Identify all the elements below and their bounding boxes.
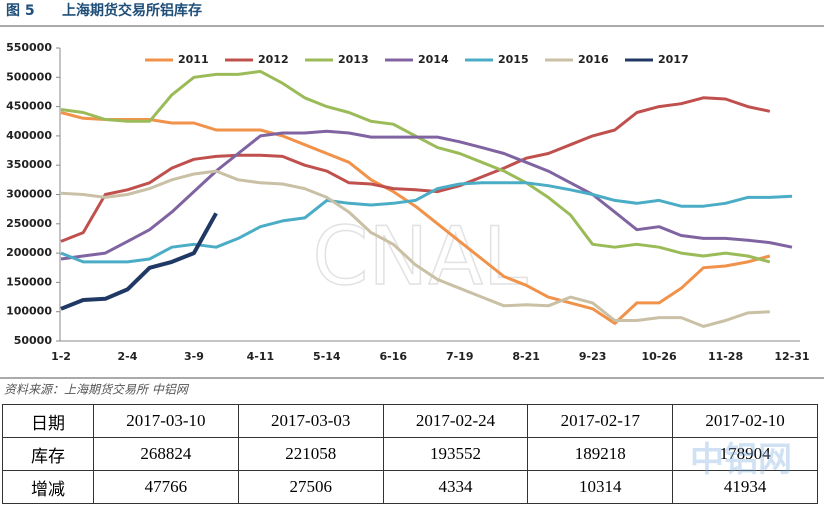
table-cell: 日期 [2, 404, 94, 438]
series-line [60, 169, 770, 328]
table-row: 增减 47766 27506 4334 10314 41934 [2, 470, 818, 504]
x-tick-label: 4-11 [247, 350, 275, 363]
series-line [60, 111, 771, 325]
x-tick-label: 3-9 [184, 350, 204, 363]
y-tick-label: 350000 [6, 158, 52, 171]
table-row: 库存 268824 221058 193552 189218 178904 [2, 437, 818, 471]
chart-title: 上海期货交易所铝库存 [62, 2, 202, 19]
x-tick-label: 9-23 [579, 350, 607, 363]
watermark: CNAL [313, 210, 528, 303]
table-cell: 221058 [237, 437, 384, 471]
table-cell: 268824 [93, 437, 239, 471]
table-cell: 库存 [2, 437, 94, 471]
y-tick-label: 550000 [6, 41, 52, 54]
legend-label: 2013 [338, 53, 369, 66]
legend-label: 2011 [178, 53, 209, 66]
legend-label: 2014 [418, 53, 449, 66]
table-cell: 2017-03-03 [237, 404, 384, 438]
y-tick-label: 450000 [6, 100, 52, 113]
series-line [60, 181, 793, 264]
table-cell: 193552 [382, 437, 529, 471]
y-tick-label: 100000 [6, 305, 52, 318]
legend-label: 2012 [258, 53, 289, 66]
figure-number: 图 5 [6, 3, 35, 19]
x-tick-label: 5-14 [313, 350, 341, 363]
table-cell: 27506 [237, 470, 384, 504]
series-line [60, 96, 771, 243]
table-cell: 189218 [527, 437, 674, 471]
x-tick-label: 2-4 [118, 350, 138, 363]
legend-label: 2017 [658, 53, 689, 66]
x-tick-label: 1-2 [51, 350, 71, 363]
chart: 图 5 上海期货交易所铝库存 CNAL 资料来源：上海期货交易所 中铝网 500… [0, 2, 824, 397]
series-line [60, 129, 793, 261]
table-cell: 2017-02-24 [382, 404, 529, 438]
x-tick-label: 7-19 [446, 350, 474, 363]
x-tick-label: 6-16 [380, 350, 408, 363]
y-tick-label: 250000 [6, 217, 52, 230]
table-cell: 增减 [2, 470, 94, 504]
legend-label: 2015 [498, 53, 529, 66]
series-line [60, 212, 218, 311]
table-cell: 2017-02-10 [672, 404, 818, 438]
legend-label: 2016 [578, 53, 609, 66]
x-tick-label: 12-31 [774, 350, 809, 363]
x-tick-label: 10-26 [641, 350, 677, 363]
table-cell: 47766 [93, 470, 239, 504]
y-tick-label: 150000 [6, 275, 52, 288]
table-cell: 4334 [382, 470, 529, 504]
y-tick-label: 50000 [14, 334, 53, 347]
table-row: 日期 2017-03-10 2017-03-03 2017-02-24 2017-02-… [2, 404, 818, 438]
table-cell: 178904 [672, 437, 818, 471]
table-cell: 41934 [672, 470, 818, 504]
source: 资料来源：上海期货交易所 中铝网 [4, 383, 190, 397]
table-cell: 2017-03-10 [93, 404, 239, 438]
x-tick-label: 11-28 [708, 350, 743, 363]
y-tick-label: 200000 [6, 246, 52, 259]
table-cell: 2017-02-17 [527, 404, 674, 438]
data-table: 日期 2017-03-10 2017-03-03 2017-02-24 2017-02-… [2, 404, 818, 504]
y-tick-label: 300000 [6, 188, 52, 201]
x-tick-label: 8-21 [512, 350, 540, 363]
y-tick-label: 500000 [6, 70, 52, 83]
y-tick-label: 400000 [6, 129, 52, 142]
table-cell: 10314 [527, 470, 674, 504]
